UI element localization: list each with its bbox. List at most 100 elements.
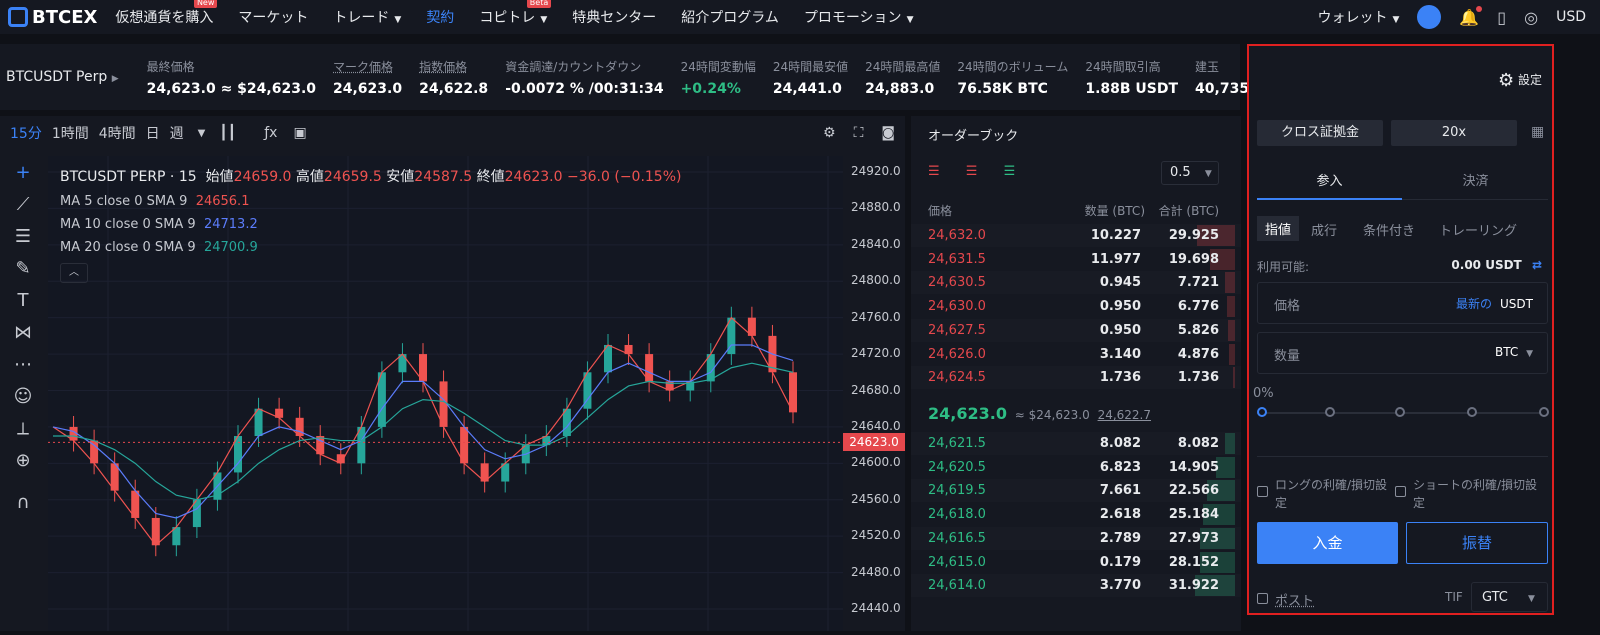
orderbook-row[interactable]: 24,631.5 11.977 19.698 (911, 248, 1241, 271)
orderbook-row[interactable]: 24,614.0 3.770 31.922 (911, 574, 1241, 597)
orderbook-row[interactable]: 24,619.5 7.661 22.566 (911, 479, 1241, 502)
orderbook-asks-icon[interactable]: ☰ (966, 164, 978, 179)
brush-icon[interactable]: ✎ (0, 252, 46, 284)
tab-open[interactable]: 参入 (1257, 170, 1402, 189)
orderbook-row[interactable]: 24,620.5 6.823 14.905 (911, 456, 1241, 479)
symbol-selector[interactable]: BTCUSDT Perp ▶ (6, 69, 119, 85)
bell-icon[interactable]: 🔔 (1459, 8, 1479, 27)
price-tick: 24920.0 (851, 164, 901, 178)
price-input[interactable]: 価格 最新の USDT (1257, 282, 1548, 324)
nav-item-7[interactable]: プロモーション ▼ (804, 7, 914, 27)
short-tp-checkbox[interactable] (1395, 486, 1406, 497)
orderbook-row[interactable]: 24,630.5 0.945 7.721 (911, 271, 1241, 294)
indicator-icon[interactable]: ƒx (264, 125, 277, 141)
orderbook-title: オーダーブック (928, 125, 1018, 144)
orderbook-bids-icon[interactable]: ☰ (1004, 164, 1016, 179)
interval-2[interactable]: 4時間 (99, 123, 136, 143)
price-tick: 24680.0 (851, 383, 901, 397)
nav-item-2[interactable]: トレード ▼ (333, 7, 401, 27)
trade-panel: ⚙ 設定 クロス証拠金 20x ▦ 参入 決済 指値 成行 条件付き トレーリン… (1247, 44, 1554, 615)
interval-4[interactable]: 週 (170, 123, 184, 143)
orderbook-row[interactable]: 24,616.5 2.789 27.973 (911, 527, 1241, 550)
zoom-icon[interactable]: ⊕ (0, 444, 46, 476)
order-type-limit[interactable]: 指値 (1257, 216, 1299, 241)
leverage-button[interactable]: 20x (1391, 120, 1517, 146)
interval-1[interactable]: 1時間 (52, 123, 89, 143)
avatar[interactable] (1417, 5, 1441, 29)
emoji-icon[interactable]: ☺ (0, 380, 46, 412)
orderbook-row[interactable]: 24,618.0 2.618 25.184 (911, 503, 1241, 526)
globe-icon[interactable]: ◎ (1524, 8, 1538, 27)
available-label: 利用可能: (1257, 258, 1309, 275)
deposit-button[interactable]: 入金 (1257, 522, 1398, 564)
quantity-slider[interactable] (1257, 412, 1548, 414)
tif-select[interactable]: GTC ▼ (1471, 582, 1548, 612)
orderbook-row[interactable]: 24,626.0 3.140 4.876 (911, 343, 1241, 366)
template-icon[interactable]: ▣ (293, 125, 306, 141)
nav-item-4[interactable]: コピトレ ▼ Beta (479, 7, 547, 27)
wallet-menu[interactable]: ウォレット ▼ (1317, 7, 1399, 27)
text-icon[interactable]: T (0, 284, 46, 316)
price-tick: 24640.0 (851, 419, 901, 433)
settings-button[interactable]: ⚙ 設定 (1498, 70, 1542, 91)
fullscreen-icon[interactable]: ⛶ (854, 125, 864, 141)
tab-close[interactable]: 決済 (1403, 170, 1548, 189)
nav-item-0[interactable]: 仮想通貨を購入 New (115, 7, 213, 27)
percent-label: 0% (1253, 386, 1274, 401)
order-type-trailing[interactable]: トレーリング (1439, 220, 1517, 239)
interval-0[interactable]: 15分 (10, 123, 42, 143)
price-header: 価格 (928, 202, 952, 219)
measure-icon[interactable]: ⋯ (0, 348, 46, 380)
ma-legend-0: MA 5 close 0 SMA 9 24656.1 (60, 194, 681, 209)
magnet-icon[interactable]: ∩ (0, 486, 46, 518)
nav-item-5[interactable]: 特典センター (572, 7, 656, 27)
ruler-icon[interactable]: ⟂ (0, 412, 46, 444)
price-tick: 24760.0 (851, 310, 901, 324)
calculator-icon[interactable]: ▦ (1531, 124, 1544, 140)
gear-icon: ⚙ (1498, 70, 1514, 91)
qty-header: 数量 (BTC) (1085, 202, 1145, 219)
swap-icon[interactable]: ⇄ (1532, 258, 1542, 272)
stat-5: 24時間最安値 24,441.0 (773, 58, 848, 97)
step-select[interactable]: 0.5 ▼ (1161, 161, 1219, 185)
orderbook-row[interactable]: 24,627.5 0.950 5.826 (911, 319, 1241, 342)
short-tp-label: ショートの利確/損切設定 (1413, 476, 1547, 512)
logo-icon (8, 7, 28, 27)
order-type-conditional[interactable]: 条件付き (1363, 220, 1415, 239)
stat-8: 24時間取引高 1.88B USDT (1085, 58, 1178, 97)
orderbook-row[interactable]: 24,632.0 10.227 29.925 (911, 224, 1241, 247)
mobile-icon[interactable]: ▯ (1497, 8, 1506, 27)
price-tick: 24880.0 (851, 200, 901, 214)
nav-item-3[interactable]: 契約 (426, 7, 454, 27)
orderbook-row[interactable]: 24,630.0 0.950 6.776 (911, 295, 1241, 318)
price-tick: 24520.0 (851, 528, 901, 542)
drawing-tools: + ⟋ ☰ ✎ T ⋈ ⋯ ☺ ⟂ ⊕ ∩ (0, 156, 46, 631)
logo[interactable]: BTCEX (8, 7, 97, 28)
ohlc-0: 始値24659.0 (206, 169, 292, 185)
nav-item-1[interactable]: マーケット (238, 7, 308, 27)
trendline-icon[interactable]: ⟋ (0, 188, 46, 220)
camera-icon[interactable]: ◙ (881, 125, 895, 141)
pattern-icon[interactable]: ⋈ (0, 316, 46, 348)
quantity-input[interactable]: 数量 BTC ▼ (1257, 332, 1548, 374)
nav-item-6[interactable]: 紹介プログラム (681, 7, 779, 27)
interval-3[interactable]: 日 (146, 123, 160, 143)
order-type-market[interactable]: 成行 (1311, 220, 1337, 239)
margin-mode-button[interactable]: クロス証拠金 (1257, 120, 1383, 146)
orderbook-row[interactable]: 24,615.0 0.179 28.152 (911, 551, 1241, 574)
transfer-button[interactable]: 振替 (1406, 522, 1548, 564)
orderbook-row[interactable]: 24,624.5 1.736 1.736 (911, 366, 1241, 389)
long-tp-checkbox[interactable] (1257, 486, 1268, 497)
chevron-down-icon[interactable]: ▼ (198, 128, 206, 139)
orderbook-both-icon[interactable]: ☰ (928, 164, 940, 179)
post-only-checkbox[interactable] (1257, 593, 1268, 604)
currency-selector[interactable]: USD (1556, 9, 1586, 25)
candles-icon[interactable]: ┃┃ (219, 125, 236, 141)
collapse-legend-button[interactable]: ︿ (60, 263, 88, 283)
gear-icon[interactable]: ⚙ (823, 125, 836, 141)
orderbook-row[interactable]: 24,621.5 8.082 8.082 (911, 432, 1241, 455)
long-tp-label: ロングの利確/損切設定 (1275, 476, 1395, 512)
ma-legend-1: MA 10 close 0 SMA 9 24713.2 (60, 217, 681, 232)
fib-icon[interactable]: ☰ (0, 220, 46, 252)
crosshair-icon[interactable]: + (0, 156, 46, 188)
